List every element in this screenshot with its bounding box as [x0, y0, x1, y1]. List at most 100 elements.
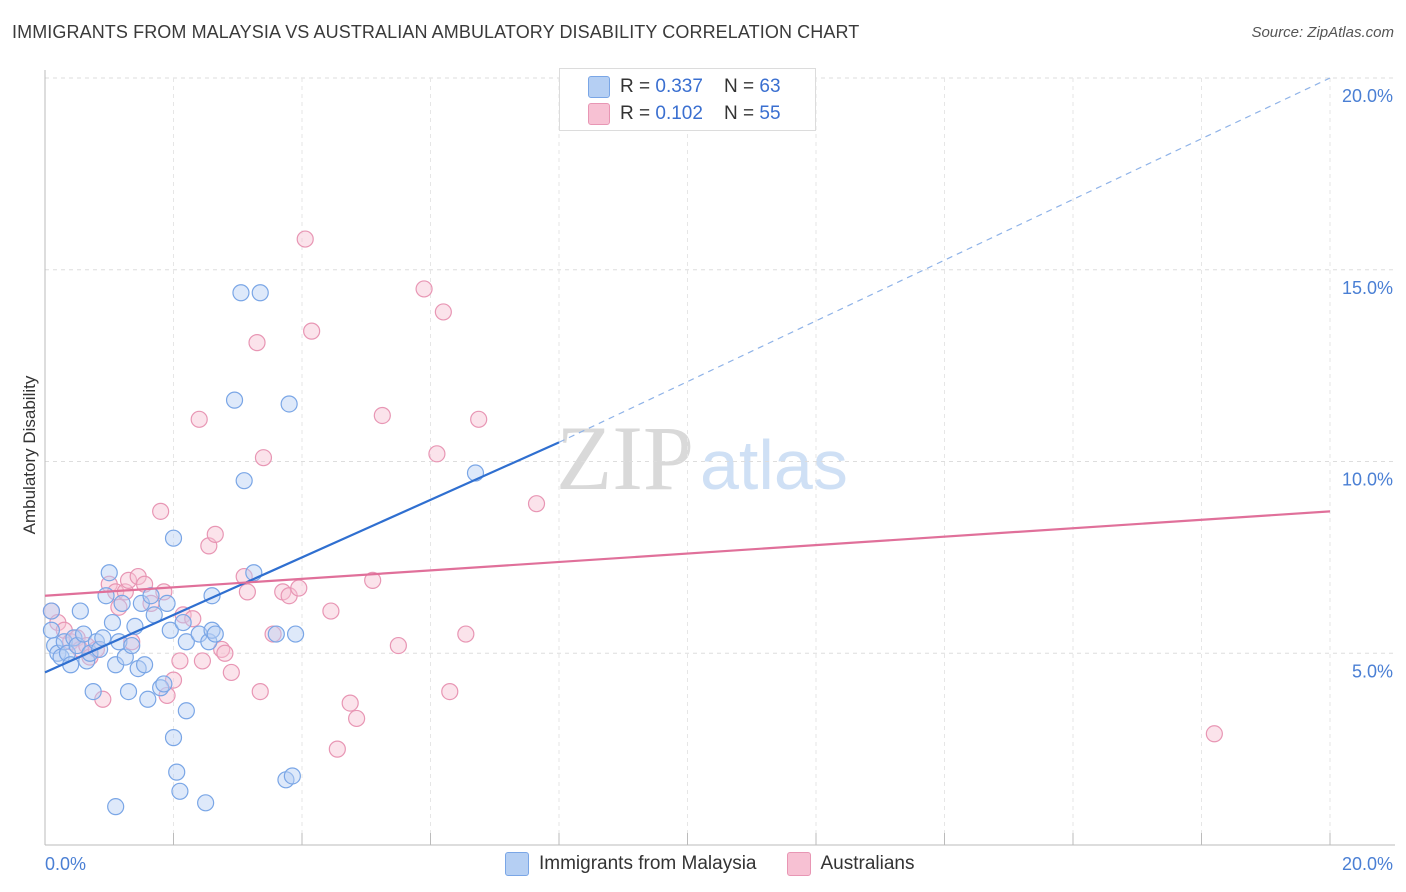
- australians-points: [42, 230, 1223, 758]
- data-point-australians: [290, 579, 308, 597]
- watermark-atlas: atlas: [700, 426, 848, 504]
- series-legend: Immigrants from Malaysia Australians: [505, 852, 945, 876]
- data-point-australians: [457, 625, 475, 643]
- legend-r-value: 0.337: [655, 76, 703, 97]
- data-point-malaysia: [225, 391, 244, 409]
- y-tick-label: 10.0%: [1342, 470, 1393, 490]
- data-point-malaysia: [113, 594, 131, 612]
- data-point-malaysia: [174, 613, 192, 632]
- watermark: ZIPatlas: [556, 405, 848, 511]
- data-point-malaysia: [84, 682, 102, 701]
- data-point-australians: [206, 525, 224, 543]
- data-point-malaysia: [135, 656, 154, 674]
- legend-r-label: R =: [620, 76, 656, 97]
- data-point-australians: [364, 571, 382, 589]
- legend-swatch-australians: [588, 103, 610, 125]
- trend-line-malaysia: [44, 441, 560, 674]
- y-axis-label: Ambulatory Disability: [20, 375, 39, 534]
- data-point-australians: [341, 694, 359, 712]
- grid: [45, 77, 1395, 845]
- chart-title: IMMIGRANTS FROM MALAYSIA VS AUSTRALIAN A…: [12, 22, 860, 42]
- data-point-australians: [254, 449, 273, 467]
- data-point-malaysia: [197, 794, 215, 812]
- tick-labels: 5.0% 10.0% 15.0% 20.0% 0.0% 20.0%: [45, 86, 1393, 874]
- y-tick-label: 15.0%: [1342, 278, 1393, 298]
- source-label: Source: ZipAtlas.com: [1251, 24, 1394, 41]
- data-point-malaysia: [139, 690, 157, 708]
- x-tick-label: 20.0%: [1342, 854, 1393, 874]
- trend-lines: [44, 77, 1331, 674]
- legend-swatch-malaysia: [588, 76, 610, 98]
- series-legend-item-malaysia[interactable]: Immigrants from Malaysia: [505, 852, 757, 876]
- data-point-australians: [441, 682, 459, 701]
- data-point-malaysia: [177, 702, 195, 720]
- data-point-malaysia: [103, 613, 122, 632]
- legend-n-value: 63: [759, 76, 781, 97]
- stats-legend: R = 0.337 N = 63 R = 0.102 N = 55: [559, 68, 816, 131]
- series-legend-item-australians[interactable]: Australians: [786, 852, 915, 876]
- legend-n-value: 55: [759, 103, 781, 124]
- data-point-malaysia: [232, 284, 250, 302]
- data-point-australians: [428, 445, 446, 463]
- legend-row-malaysia: R = 0.337 N = 63: [588, 75, 781, 99]
- data-point-australians: [348, 709, 366, 728]
- data-point-australians: [164, 671, 183, 689]
- data-point-malaysia: [97, 587, 115, 605]
- data-point-malaysia: [235, 472, 253, 490]
- data-point-australians: [248, 334, 266, 352]
- x-tick-label: 0.0%: [45, 854, 86, 874]
- data-point-malaysia: [155, 675, 173, 693]
- data-point-australians: [373, 406, 391, 425]
- data-point-malaysia: [119, 682, 138, 701]
- data-point-malaysia: [158, 594, 176, 612]
- data-point-malaysia: [42, 621, 61, 639]
- data-point-malaysia: [123, 636, 141, 655]
- data-point-australians: [190, 410, 208, 428]
- trend-line-australians: [44, 510, 1331, 597]
- data-point-australians: [434, 303, 452, 321]
- data-point-malaysia: [100, 564, 118, 582]
- data-point-malaysia: [280, 395, 298, 413]
- data-point-australians: [216, 644, 234, 662]
- data-point-australians: [171, 652, 189, 670]
- y-tick-label: 20.0%: [1342, 86, 1393, 106]
- data-point-australians: [470, 410, 488, 428]
- y-tick-label: 5.0%: [1352, 661, 1393, 681]
- series-label-australians: Australians: [820, 853, 915, 874]
- legend-row-australians: R = 0.102 N = 55: [588, 102, 781, 126]
- data-point-malaysia: [267, 625, 285, 643]
- data-point-australians: [119, 571, 138, 589]
- data-point-australians: [184, 610, 202, 628]
- legend-n-label: N =: [724, 76, 760, 97]
- legend-r-value: 0.102: [655, 103, 703, 124]
- malaysia-points: [42, 284, 485, 816]
- data-point-malaysia: [177, 633, 195, 651]
- data-point-australians: [251, 682, 269, 701]
- data-point-australians: [303, 322, 321, 340]
- data-point-malaysia: [283, 767, 301, 785]
- data-point-malaysia: [206, 625, 224, 643]
- data-point-australians: [238, 583, 256, 601]
- data-point-australians: [296, 230, 314, 248]
- series-label-malaysia: Immigrants from Malaysia: [539, 853, 757, 874]
- data-point-australians: [322, 602, 340, 620]
- data-point-malaysia: [161, 621, 179, 639]
- data-point-malaysia: [164, 729, 183, 747]
- data-point-australians: [527, 495, 546, 513]
- series-swatch-malaysia: [505, 852, 529, 876]
- axes: [44, 70, 1395, 846]
- data-point-malaysia: [71, 602, 89, 620]
- legend-r-label: R =: [620, 103, 656, 124]
- data-point-australians: [1205, 725, 1223, 743]
- data-point-australians: [152, 502, 170, 520]
- data-point-australians: [415, 280, 433, 298]
- data-point-malaysia: [164, 529, 183, 547]
- data-point-australians: [193, 652, 212, 670]
- data-point-malaysia: [107, 798, 125, 816]
- trend-line-malaysia-extension: [558, 77, 1331, 443]
- data-point-malaysia: [286, 625, 305, 643]
- data-point-malaysia: [171, 782, 189, 800]
- data-point-malaysia: [251, 284, 269, 302]
- data-point-malaysia: [74, 625, 93, 643]
